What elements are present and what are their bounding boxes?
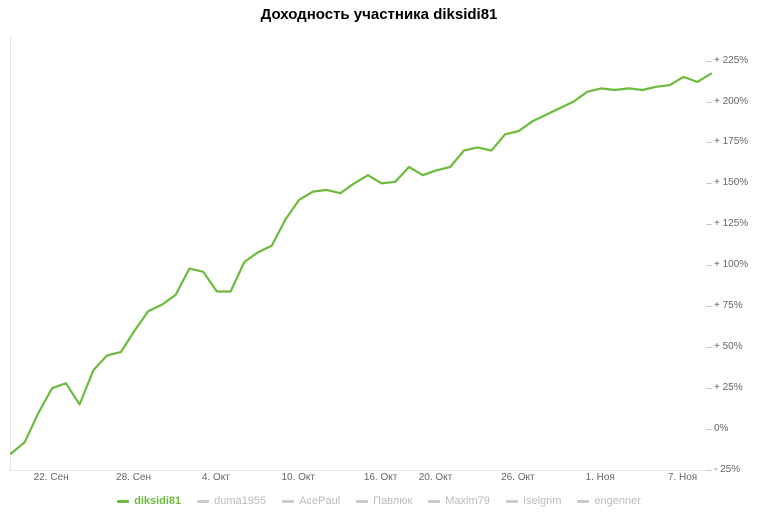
- legend-swatch: [117, 500, 129, 503]
- y-tick-label: + 100%: [714, 259, 748, 270]
- legend-label: Iselgrim: [523, 495, 562, 507]
- x-tick-label: 28. Сен: [116, 472, 151, 483]
- x-tick-label: 1. Ноя: [586, 472, 615, 483]
- line-series: [11, 36, 711, 470]
- y-tick-label: + 150%: [714, 177, 748, 188]
- x-tick-label: 26. Окт: [501, 472, 535, 483]
- x-tick-label: 20. Окт: [419, 472, 453, 483]
- x-tick-label: 4. Окт: [202, 472, 230, 483]
- x-axis-labels: 22. Сен 28. Сен 4. Окт 10. Окт 16. Окт 20. Ок…: [10, 472, 710, 486]
- legend-swatch: [282, 500, 294, 503]
- y-tick-label: + 50%: [714, 341, 743, 352]
- legend-swatch: [197, 500, 209, 503]
- x-tick-label: 7. Ноя: [668, 472, 697, 483]
- chart-title: Доходность участника diksidi81: [0, 0, 758, 23]
- y-tick-label: - 25%: [714, 464, 740, 475]
- legend-swatch: [356, 500, 368, 503]
- legend-swatch: [506, 500, 518, 503]
- legend: diksidi81 duma1955 AcePaul Павлюк Maxim79 Ise…: [0, 495, 758, 507]
- chart-container: Доходность участника diksidi81 - 25% 0% + …: [0, 0, 758, 513]
- legend-item[interactable]: duma1955: [197, 495, 266, 507]
- y-tick-label: + 125%: [714, 218, 748, 229]
- legend-item[interactable]: Павлюк: [356, 495, 412, 507]
- x-tick-label: 16. Окт: [364, 472, 398, 483]
- legend-label: Maxim79: [445, 495, 490, 507]
- y-tick-label: + 200%: [714, 96, 748, 107]
- x-tick-label: 22. Сен: [34, 472, 69, 483]
- y-tick-label: + 25%: [714, 382, 743, 393]
- y-tick-label: + 225%: [714, 55, 748, 66]
- legend-item[interactable]: diksidi81: [117, 495, 181, 507]
- legend-item[interactable]: Iselgrim: [506, 495, 562, 507]
- legend-label: Павлюк: [373, 495, 412, 507]
- x-tick-label: 10. Окт: [281, 472, 315, 483]
- y-axis-labels: - 25%0%+ 25%+ 50%+ 75%+ 100%+ 125%+ 150%…: [712, 36, 758, 470]
- legend-label: duma1955: [214, 495, 266, 507]
- legend-swatch: [428, 500, 440, 503]
- legend-label: engenner: [594, 495, 641, 507]
- plot-area: [10, 36, 711, 471]
- legend-item[interactable]: AcePaul: [282, 495, 340, 507]
- y-tick-label: + 75%: [714, 300, 743, 311]
- y-tick-label: + 175%: [714, 136, 748, 147]
- y-tick-label: 0%: [714, 423, 728, 434]
- legend-item[interactable]: engenner: [577, 495, 641, 507]
- legend-item[interactable]: Maxim79: [428, 495, 490, 507]
- legend-label: diksidi81: [134, 495, 181, 507]
- legend-label: AcePaul: [299, 495, 340, 507]
- legend-swatch: [577, 500, 589, 503]
